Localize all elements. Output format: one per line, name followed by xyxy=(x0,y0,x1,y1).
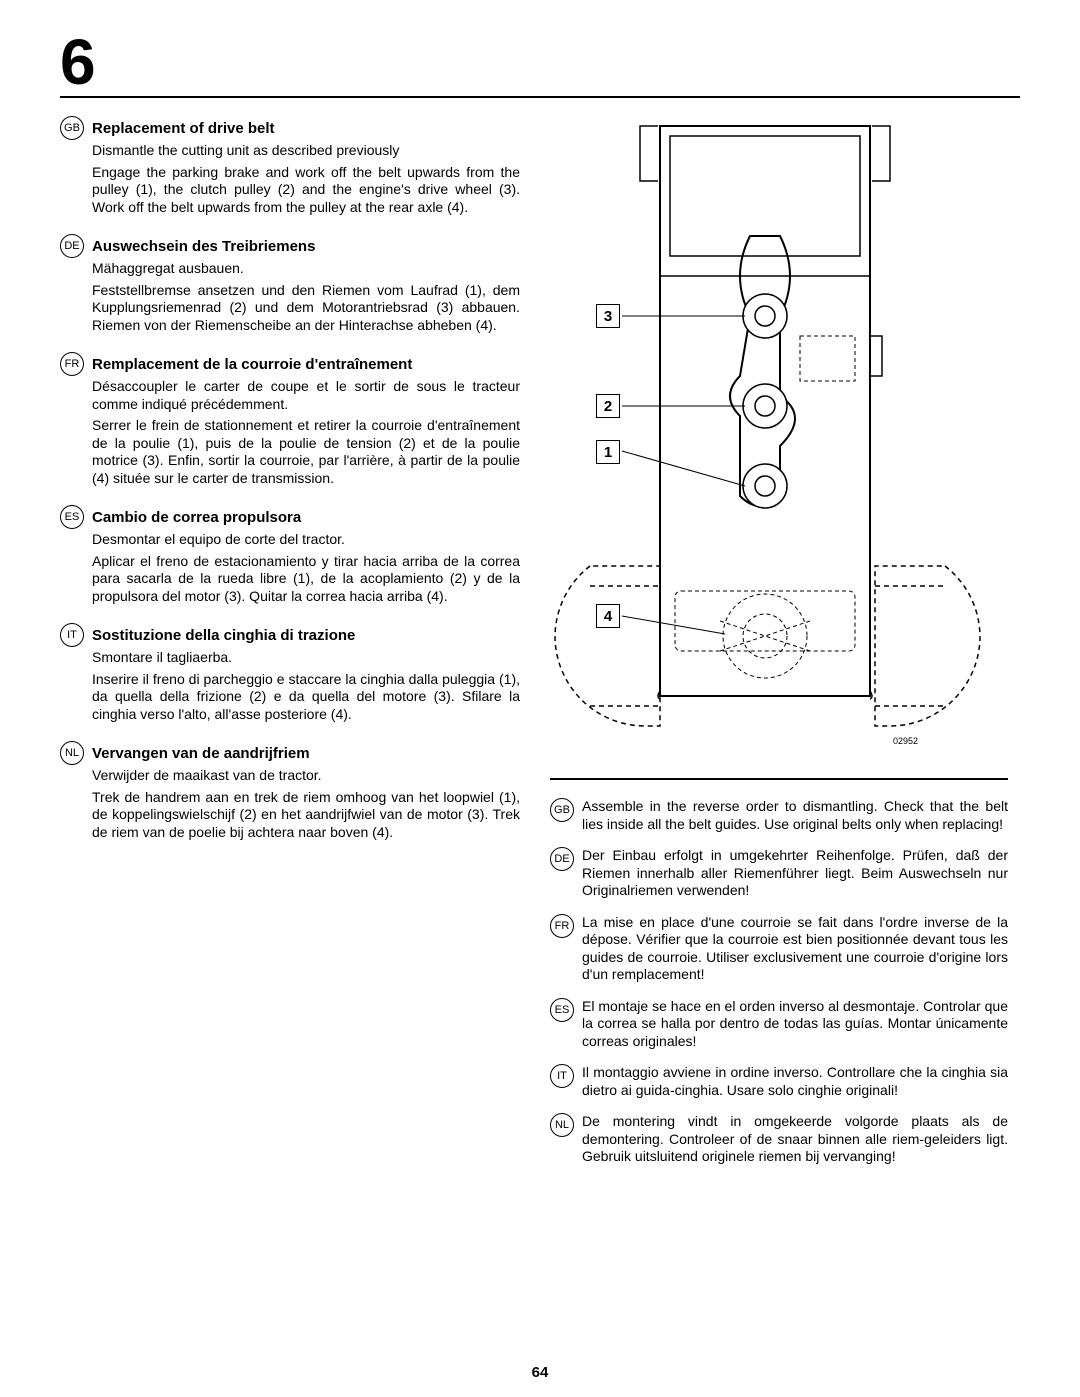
mid-rule xyxy=(550,778,1008,780)
heading-nl: Vervangen van de aandrijfriem xyxy=(92,741,310,764)
columns: GB Replacement of drive belt Dismantle t… xyxy=(60,116,1020,1180)
assembly-notes: GB Assemble in the reverse order to dism… xyxy=(550,798,1008,1166)
lang-badge-fr: FR xyxy=(550,914,574,938)
top-rule xyxy=(60,96,1020,98)
lang-badge-es: ES xyxy=(60,505,84,529)
lang-badge-it: IT xyxy=(60,623,84,647)
lang-badge-fr: FR xyxy=(60,352,84,376)
section-es: ES Cambio de correa propulsora Desmontar… xyxy=(60,505,520,605)
para: Desmontar el equipo de corte del tractor… xyxy=(92,531,520,549)
note-fr: FR La mise en place d'une courroie se fa… xyxy=(550,914,1008,984)
para: Aplicar el freno de estacionamiento y ti… xyxy=(92,553,520,606)
section-gb: GB Replacement of drive belt Dismantle t… xyxy=(60,116,520,216)
heading-gb: Replacement of drive belt xyxy=(92,116,275,139)
lang-badge-it: IT xyxy=(550,1064,574,1088)
note-de: DE Der Einbau erfolgt in umgekehrter Rei… xyxy=(550,847,1008,900)
callout-4: 4 xyxy=(596,604,620,628)
note-text: El montaje se hace en el orden inverso a… xyxy=(582,998,1008,1051)
callout-2: 2 xyxy=(596,394,620,418)
note-nl: NL De montering vindt in omgekeerde volg… xyxy=(550,1113,1008,1166)
heading-it: Sostituzione della cinghia di trazione xyxy=(92,623,355,646)
section-de: DE Auswechsein des Treibriemens Mähaggre… xyxy=(60,234,520,334)
page-number: 64 xyxy=(0,1364,1080,1381)
note-text: La mise en place d'une courroie se fait … xyxy=(582,914,1008,984)
para: Engage the parking brake and work off th… xyxy=(92,164,520,217)
left-column: GB Replacement of drive belt Dismantle t… xyxy=(60,116,520,1180)
note-it: IT Il montaggio avviene in ordine invers… xyxy=(550,1064,1008,1099)
page: 6 GB Replacement of drive belt Dismantle… xyxy=(0,0,1080,1397)
section-fr: FR Remplacement de la courroie d'entraîn… xyxy=(60,352,520,487)
para: Inserire il freno di parcheggio e stacca… xyxy=(92,671,520,724)
lang-badge-gb: GB xyxy=(60,116,84,140)
callout-3: 3 xyxy=(596,304,620,328)
heading-fr: Remplacement de la courroie d'entraîneme… xyxy=(92,352,412,375)
diagram-id: 02952 xyxy=(893,736,918,746)
para: Mähaggregat ausbauen. xyxy=(92,260,520,278)
para: Feststellbremse ansetzen und den Riemen … xyxy=(92,282,520,335)
para: Serrer le frein de stationnement et reti… xyxy=(92,417,520,487)
note-gb: GB Assemble in the reverse order to dism… xyxy=(550,798,1008,833)
right-column: 3 2 1 4 02952 GB Assemble in the reverse… xyxy=(550,116,1008,1180)
note-text: De montering vindt in omgekeerde volgord… xyxy=(582,1113,1008,1166)
chapter-number: 6 xyxy=(60,30,1020,94)
note-text: Der Einbau erfolgt in umgekehrter Reihen… xyxy=(582,847,1008,900)
heading-es: Cambio de correa propulsora xyxy=(92,505,301,528)
para: Désaccoupler le carter de coupe et le so… xyxy=(92,378,520,413)
section-nl: NL Vervangen van de aandrijfriem Verwijd… xyxy=(60,741,520,841)
para: Smontare il tagliaerba. xyxy=(92,649,520,667)
para: Dismantle the cutting unit as described … xyxy=(92,142,520,160)
note-es: ES El montaje se hace en el orden invers… xyxy=(550,998,1008,1051)
lang-badge-nl: NL xyxy=(550,1113,574,1137)
lang-badge-de: DE xyxy=(550,847,574,871)
para: Verwijder de maaikast van de tractor. xyxy=(92,767,520,785)
lang-badge-de: DE xyxy=(60,234,84,258)
lang-badge-es: ES xyxy=(550,998,574,1022)
drive-belt-diagram: 3 2 1 4 02952 xyxy=(550,116,1008,756)
lang-badge-gb: GB xyxy=(550,798,574,822)
note-text: Assemble in the reverse order to dismant… xyxy=(582,798,1008,833)
para: Trek de handrem aan en trek de riem omho… xyxy=(92,789,520,842)
tractor-underside-icon xyxy=(550,116,1008,756)
note-text: Il montaggio avviene in ordine inverso. … xyxy=(582,1064,1008,1099)
heading-de: Auswechsein des Treibriemens xyxy=(92,234,315,257)
lang-badge-nl: NL xyxy=(60,741,84,765)
section-it: IT Sostituzione della cinghia di trazion… xyxy=(60,623,520,723)
callout-1: 1 xyxy=(596,440,620,464)
